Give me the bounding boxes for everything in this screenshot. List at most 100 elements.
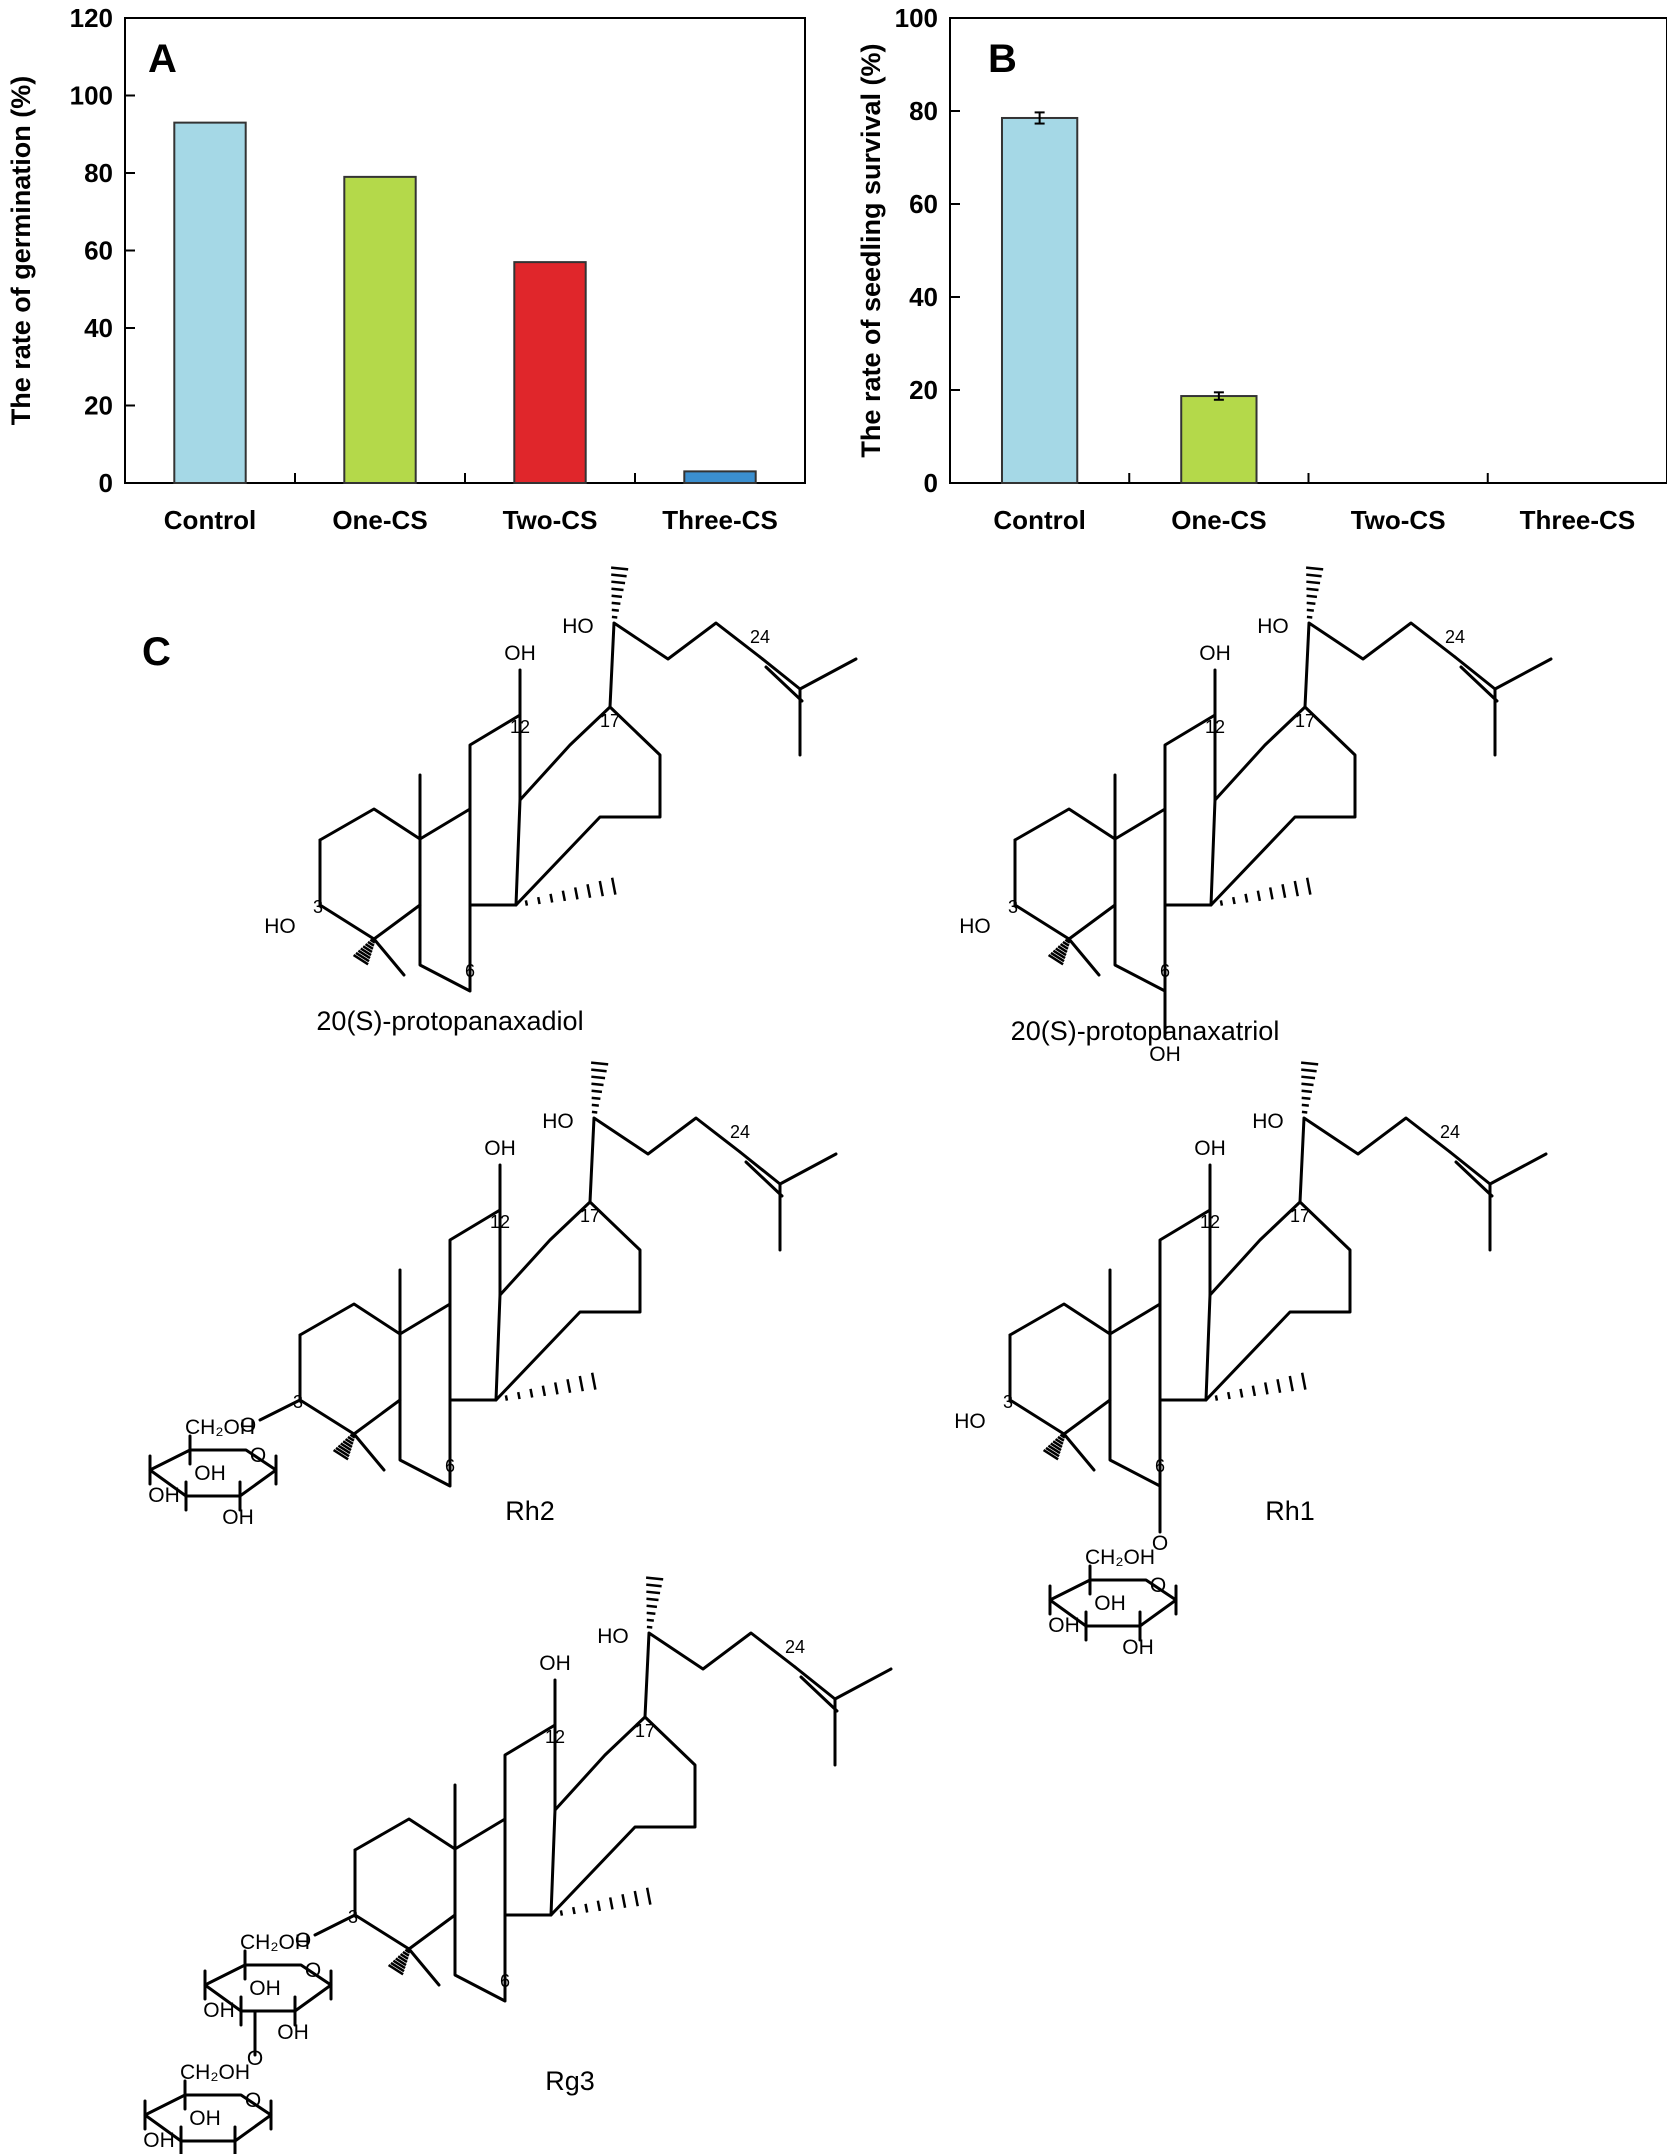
hashed-bond bbox=[1057, 945, 1068, 953]
hashed-bond bbox=[335, 1446, 350, 1458]
ring-d bbox=[514, 705, 662, 907]
molecule-ppd: OH HO 3 6 12 17 24 HO 20(S)-protopanaxadiol bbox=[264, 566, 858, 1036]
ring-a bbox=[1008, 1302, 1112, 1402]
double-bond bbox=[764, 665, 804, 703]
oh-label: OH bbox=[217, 2151, 249, 2154]
ring-c bbox=[468, 713, 522, 907]
ch2oh-label: CH₂OH bbox=[1085, 1546, 1155, 1569]
hashed-bond bbox=[610, 566, 629, 571]
bond bbox=[1488, 1152, 1548, 1186]
hashed-bond bbox=[1047, 1444, 1061, 1455]
c6-number: 6 bbox=[465, 961, 475, 981]
ring-o-label: O bbox=[1150, 1574, 1166, 1597]
hashed-bond bbox=[364, 943, 374, 950]
hashed-bond bbox=[591, 1110, 598, 1114]
bond bbox=[1067, 937, 1101, 977]
ring-a bbox=[318, 807, 422, 907]
c3-number: 3 bbox=[1008, 897, 1018, 917]
double-bond bbox=[744, 1160, 784, 1198]
bond bbox=[407, 1947, 441, 1987]
y-tick-label: 20 bbox=[84, 391, 113, 421]
hashed-bond bbox=[392, 1959, 406, 1970]
molecule-name: Rg3 bbox=[545, 2066, 595, 2096]
hashed-bond bbox=[1064, 938, 1071, 944]
oh-label: OH bbox=[194, 1462, 226, 1485]
oh-label: OH bbox=[249, 1977, 281, 2000]
hashed-bond bbox=[337, 1444, 351, 1455]
bar-control bbox=[1000, 116, 1079, 484]
hashed-bond bbox=[1276, 1378, 1282, 1394]
hashed-bond bbox=[591, 1103, 599, 1107]
hashed-bond bbox=[1052, 1440, 1063, 1448]
oh-12-label: OH bbox=[1199, 642, 1231, 665]
c12-number: 12 bbox=[510, 717, 530, 737]
bond bbox=[778, 1152, 838, 1186]
hashed-bond bbox=[397, 1955, 408, 1963]
double-bond bbox=[1454, 1160, 1494, 1198]
oh-12-label: OH bbox=[539, 1652, 571, 1675]
x-tick-label: Three-CS bbox=[1520, 505, 1636, 535]
hashed-bond bbox=[1256, 890, 1262, 902]
hashed-bond bbox=[590, 1061, 609, 1066]
bond bbox=[1448, 1150, 1492, 1186]
oh-6-label: OH bbox=[1149, 1043, 1181, 1066]
hashed-bond bbox=[1231, 896, 1236, 905]
hashed-bond bbox=[611, 580, 626, 585]
hashed-bond bbox=[611, 608, 619, 612]
hashed-bond bbox=[566, 1378, 572, 1394]
x-tick-label: Control bbox=[993, 505, 1085, 535]
hashed-bond bbox=[357, 949, 371, 960]
hashed-bond bbox=[404, 1948, 411, 1954]
ho-3-label: HO bbox=[264, 915, 296, 938]
ring-c bbox=[448, 1208, 502, 1402]
hashed-bond bbox=[586, 883, 592, 899]
ring-a-bond bbox=[1008, 1398, 1066, 1436]
x-tick-label: Two-CS bbox=[503, 505, 598, 535]
ring-b bbox=[398, 1302, 452, 1488]
hashed-bond bbox=[646, 1618, 654, 1622]
glycosidic-o-label: O bbox=[247, 2047, 263, 2070]
ring-b bbox=[1113, 807, 1167, 993]
hashed-bond bbox=[646, 1583, 662, 1588]
oh-label: OH bbox=[1094, 1592, 1126, 1615]
ho-20-label: HO bbox=[562, 615, 594, 638]
hashed-bond bbox=[611, 601, 621, 605]
y-tick-label: 0 bbox=[924, 468, 938, 498]
hashed-bond bbox=[1301, 1089, 1313, 1094]
glycosidic-bond bbox=[258, 1398, 302, 1422]
hashed-bond bbox=[1214, 1395, 1219, 1401]
hashed-bond bbox=[591, 1096, 601, 1100]
hashed-bond bbox=[646, 1611, 656, 1615]
molecule-name: Rh1 bbox=[1265, 1496, 1315, 1526]
hashed-bond bbox=[598, 880, 604, 897]
bond bbox=[1453, 655, 1497, 691]
c17-number: 17 bbox=[635, 1721, 655, 1741]
c24-number: 24 bbox=[1440, 1122, 1460, 1142]
hashed-bond bbox=[1054, 1438, 1064, 1445]
ring-d bbox=[1209, 705, 1357, 907]
hashed-bond bbox=[1050, 951, 1065, 963]
hashed-bond bbox=[611, 573, 627, 578]
hashed-bond bbox=[1239, 1388, 1244, 1398]
c12-number: 12 bbox=[490, 1212, 510, 1232]
hashed-bond bbox=[1301, 1068, 1317, 1073]
bond bbox=[352, 1432, 386, 1472]
y-tick-label: 40 bbox=[909, 282, 938, 312]
double-bond bbox=[799, 1675, 839, 1713]
hashed-bond bbox=[402, 1950, 410, 1957]
hashed-bond bbox=[591, 1089, 603, 1094]
ring-b bbox=[418, 807, 472, 993]
hashed-bond bbox=[536, 896, 541, 905]
chart-b: 0 20 40 60 80 100 Control One-CS Two-CS Three-CS T… bbox=[856, 3, 1667, 535]
hashed-bond bbox=[1052, 949, 1066, 960]
hashed-bond bbox=[646, 1604, 658, 1609]
hashed-bond bbox=[646, 1597, 659, 1602]
ho-3-label: HO bbox=[959, 915, 991, 938]
oh-12-label: OH bbox=[504, 642, 536, 665]
hashed-bond bbox=[352, 954, 369, 966]
ring-a-bond bbox=[298, 1398, 356, 1436]
bar-one-cs bbox=[343, 175, 417, 484]
hashed-bond bbox=[1305, 877, 1312, 895]
